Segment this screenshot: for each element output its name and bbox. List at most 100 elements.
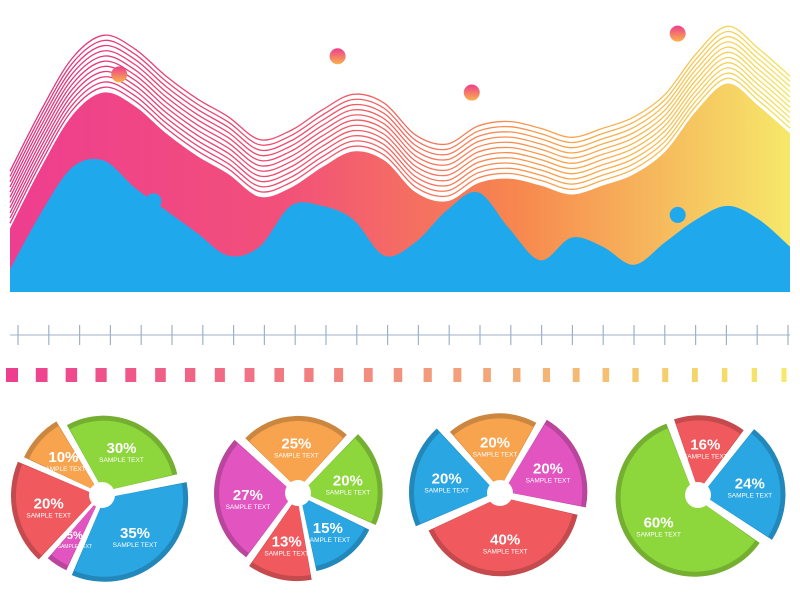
pie-slice-value: 16% [690, 437, 720, 454]
marker-dot [329, 48, 346, 65]
wave-line [9, 72, 791, 219]
pie-slice [47, 498, 100, 571]
pie-slice [408, 428, 497, 527]
pie-slice-caption: SAMPLE TEXT [683, 454, 728, 461]
pie-center-hole [685, 482, 711, 508]
color-scale-swatch [214, 368, 225, 382]
pie-slice-value: 20% [480, 434, 510, 451]
color-scale-swatch [602, 368, 610, 382]
color-scale-swatch [423, 368, 432, 382]
pie-slice-value: 27% [233, 487, 263, 504]
pie-slice-caption: SAMPLE TEXT [226, 504, 271, 511]
pie-slice-caption: SAMPLE TEXT [305, 537, 350, 544]
color-scale-swatch [125, 368, 137, 382]
color-scale-swatch [274, 368, 285, 382]
color-scale-swatch [35, 368, 48, 382]
pie-slice [24, 421, 99, 493]
wave-line [9, 46, 791, 193]
pie-slice-value: 15% [313, 520, 343, 537]
pie-slice-value: 25% [281, 436, 311, 453]
pie-slice [10, 461, 99, 560]
pie-slice-value: 5% [67, 530, 83, 542]
pie-slice-value: 10% [48, 449, 78, 466]
wave-line [9, 67, 791, 214]
wave-line [9, 36, 791, 182]
pie-slice-caption: SAMPLE TEXT [483, 549, 528, 556]
pie-slice-face [15, 464, 99, 556]
pie-slice-caption: SAMPLE TEXT [326, 489, 371, 496]
pie-slice-face [249, 420, 343, 489]
color-scale-swatch [453, 368, 462, 382]
pie-slice-value: 40% [490, 532, 520, 549]
pie-slice [449, 413, 537, 489]
pie-slice-face [28, 426, 99, 493]
color-scale-swatch [6, 368, 18, 382]
wave-line [9, 30, 791, 177]
pie-slice-value: 35% [120, 525, 150, 542]
pie-slice-value: 24% [735, 476, 765, 493]
color-scale-swatch [513, 368, 521, 382]
pie-slice-value: 20% [333, 472, 363, 489]
pie-slice [503, 419, 588, 508]
pie-slice [245, 415, 347, 489]
pie-slice-value: 20% [432, 471, 462, 488]
wave-line [9, 56, 791, 203]
wave-line [9, 77, 791, 224]
pie-slice-value: 30% [106, 440, 136, 457]
pie-slice-caption: SAMPLE TEXT [727, 493, 772, 500]
pie-slice-caption: SAMPLE TEXT [473, 451, 518, 458]
pie-slice [301, 434, 383, 525]
color-scale-swatch [751, 368, 757, 382]
pie-slice-caption: SAMPLE TEXT [113, 542, 158, 549]
pie-slice [428, 497, 578, 577]
wave-line [9, 41, 791, 188]
wave-lines [9, 25, 791, 224]
color-scale-swatch [572, 368, 580, 382]
color-scale-swatch [721, 368, 728, 382]
pie-slice-face [219, 443, 294, 553]
color-scale-swatch [334, 368, 344, 382]
pie-slice-face [252, 496, 311, 577]
marker-dot [669, 206, 686, 223]
pie-slice-face [69, 420, 173, 492]
color-scale-swatch [542, 368, 551, 382]
pie-slice-caption: SAMPLE TEXT [99, 457, 144, 464]
wave-line [9, 25, 791, 172]
pie-slice-face [676, 420, 741, 491]
marker-dot [463, 84, 480, 101]
pie-slice-caption: SAMPLE TEXT [41, 466, 86, 473]
color-scale-swatch [632, 368, 639, 382]
pie-slice-caption: SAMPLE TEXT [526, 478, 571, 485]
color-scale-swatch [95, 368, 107, 382]
pie-slice-caption: SAMPLE TEXT [26, 512, 71, 519]
pie-center-hole [487, 480, 513, 506]
pie-slice-face [413, 432, 497, 524]
pie-center-hole [89, 482, 115, 508]
marker-dots [111, 25, 686, 255]
pie-slice [701, 429, 786, 540]
pie-slice-face [433, 497, 573, 572]
color-scale-swatch [363, 368, 373, 382]
color-scale-swatch [304, 368, 314, 382]
pie-center-hole [285, 480, 311, 506]
pie-slice-caption: SAMPLE TEXT [636, 532, 681, 539]
wave-line [9, 62, 791, 208]
color-scale-swatch [692, 368, 698, 382]
pie-slice-face [453, 418, 534, 489]
pie-slice-value: 20% [34, 495, 64, 512]
color-scale-swatch [781, 368, 787, 382]
pie-slice-face [701, 433, 781, 537]
pie-slice-value: 13% [272, 534, 302, 551]
color-scale-swatch [65, 368, 78, 382]
tick-axis [10, 325, 790, 345]
pie-slice [674, 415, 744, 491]
color-scale-swatch [483, 368, 491, 382]
color-scale-swatch [184, 368, 196, 382]
pie-slice [300, 496, 370, 571]
color-scale [6, 368, 787, 382]
